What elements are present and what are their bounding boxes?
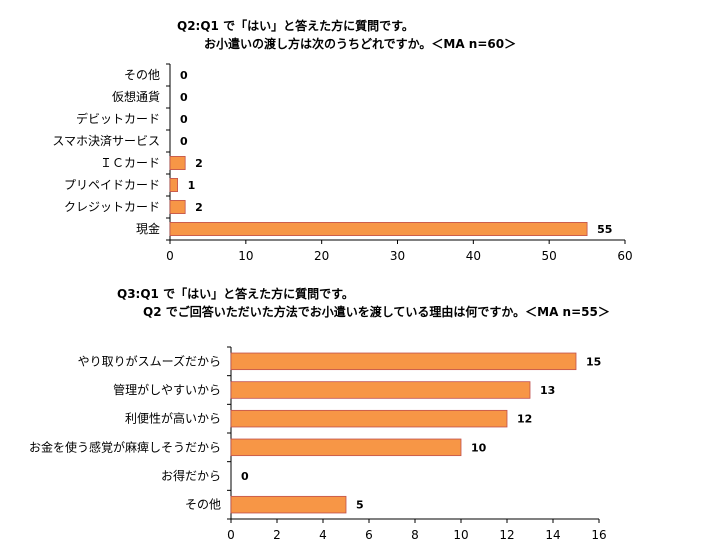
chart1-bar: [169, 221, 588, 236]
chart1-bar: [169, 155, 186, 170]
chart2-x-tick-label: 4: [319, 528, 327, 542]
chart1-x-tick-label: 50: [542, 249, 557, 263]
chart2-category-label: お得だから: [161, 468, 221, 483]
chart2-x-tick-label: 2: [273, 528, 281, 542]
chart1-category-label: 仮想通貨: [112, 89, 160, 104]
chart1-category-label: スマホ決済サービス: [52, 133, 160, 148]
chart1-value-label: 55: [597, 223, 612, 236]
chart1-value-label: 0: [180, 69, 188, 82]
chart2-title-line1: Q3:Q1 で「はい」と答えた方に質問です。: [117, 286, 354, 301]
chart2-x-tick-label: 14: [545, 528, 560, 542]
chart2-bar: [230, 495, 347, 514]
chart2-category-label: 利便性が高いから: [125, 411, 221, 426]
chart2-x-tick-label: 12: [499, 528, 514, 542]
chart1-value-label: 2: [195, 157, 203, 170]
chart2-x-tick-label: 8: [411, 528, 419, 542]
chart2-plot: やり取りがスムーズだから 15 管理がしやすいから 13 利便性が高いから 12 お金を使う…: [29, 346, 607, 542]
chart2-title-line2: Q2 でご回答いただいた方法でお小遣いを渡している理由は何ですか。＜MA n=5…: [143, 304, 610, 319]
chart1-category-label: その他: [124, 68, 160, 82]
chart1-category-label: ＩＣカード: [100, 156, 160, 170]
chart1-plot: その他 0 仮想通貨 0 デビットカード 0 スマホ決済サービス 0 ＩＣカード 2 プリペイドカー…: [52, 63, 633, 263]
chart2-value-label: 5: [356, 499, 364, 512]
chart1-x-tick-label: 60: [617, 249, 632, 263]
chart2-bar: [230, 381, 531, 399]
chart2-category-label: お金を使う感覚が麻痺しそうだから: [29, 439, 221, 454]
chart2-category-label: やり取りがスムーズだから: [78, 353, 221, 368]
chart1-title-line1: Q2:Q1 で「はい」と答えた方に質問です。: [177, 18, 414, 33]
chart2-value-label: 13: [540, 384, 555, 397]
chart1-category-label: クレジットカード: [64, 200, 160, 214]
chart1-x-tick-label: 0: [166, 249, 174, 263]
chart2-x-tick-label: 16: [591, 528, 606, 542]
chart2-bar: [230, 409, 508, 428]
chart1-value-label: 2: [195, 201, 203, 214]
chart2-value-label: 15: [586, 355, 601, 368]
chart1-x-tick-label: 20: [314, 249, 329, 263]
chart2-value-label: 12: [517, 413, 532, 426]
chart1-x-tick-label: 10: [238, 249, 253, 263]
chart1-value-label: 0: [180, 91, 188, 104]
chart1-value-label: 1: [188, 179, 196, 192]
chart1-x-tick-label: 30: [390, 249, 405, 263]
chart2-category-label: その他: [185, 498, 221, 512]
chart1-category-label: プリペイドカード: [64, 178, 160, 192]
chart2-value-label: 10: [471, 441, 487, 454]
chart2-category-label: 管理がしやすいから: [113, 382, 221, 397]
chart2-value-label: 0: [241, 470, 249, 483]
chart1-value-label: 0: [180, 113, 188, 126]
chart2-x-tick-label: 0: [227, 528, 235, 542]
chart1-bar: [169, 177, 178, 192]
chart2-x-tick-label: 6: [365, 528, 373, 542]
chart1-category-label: デビットカード: [76, 111, 160, 126]
chart1-x-tick-label: 40: [466, 249, 481, 263]
chart1-value-label: 0: [180, 135, 188, 148]
chart1-bar: [169, 199, 186, 214]
chart2-bar: [230, 438, 462, 457]
chart2-x-tick-label: 10: [453, 528, 468, 542]
chart1-category-label: 現金: [136, 221, 160, 236]
chart1-title-line2: お小遣いの渡し方は次のうちどれですか。＜MA n=60＞: [204, 36, 516, 51]
chart2-bar: [230, 352, 577, 371]
